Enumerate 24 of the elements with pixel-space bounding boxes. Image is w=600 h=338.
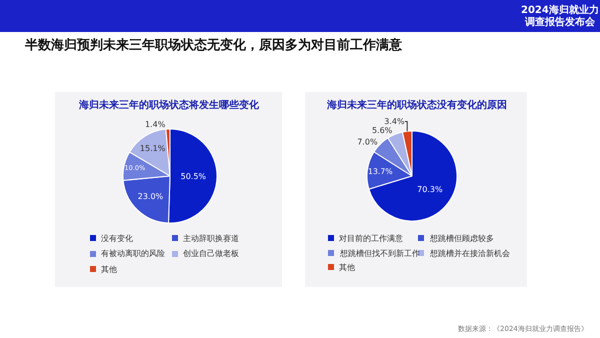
text: 半数海归预判未来三年职场状态无变化，原因多为对目前工作满意 <box>24 37 403 53</box>
legend-label: 想跳槽但顾虑较多 <box>429 234 494 243</box>
legend-label: 主动辞职换赛道 <box>183 234 239 243</box>
text: 2024海归就业力 <box>521 4 599 16</box>
data-label: 70.3% <box>417 184 443 194</box>
data-label: 1.4% <box>144 120 166 130</box>
data-label: 7.0% <box>357 137 378 146</box>
data-label: 15.1% <box>140 144 166 154</box>
data-label: 3.4% <box>384 117 405 126</box>
legend-label: 没有变化 <box>101 234 133 243</box>
legend-label: 对目前的工作满意 <box>339 234 403 243</box>
legend-label: 其他 <box>101 265 117 274</box>
data-label: 23.0% <box>138 192 164 202</box>
text: 调查报告发布会 <box>524 16 596 28</box>
chart-title: 海归未来三年的职场状态将发生哪些变化 <box>78 99 260 111</box>
legend-label: 想跳槽并在接洽新机会 <box>429 249 510 258</box>
legend-label: 想跳槽但找不到新工作 <box>339 249 420 258</box>
chart-title: 海归未来三年的职场状态没有变化的原因 <box>326 99 507 111</box>
legend-label: 有被动离职的风险 <box>101 249 165 258</box>
data-label: 5.6% <box>372 126 393 136</box>
data-label: 13.7% <box>368 167 393 176</box>
legend-label: 创业自己做老板 <box>183 249 239 258</box>
legend-label: 其他 <box>339 263 355 272</box>
data-label: 50.5% <box>180 172 206 181</box>
